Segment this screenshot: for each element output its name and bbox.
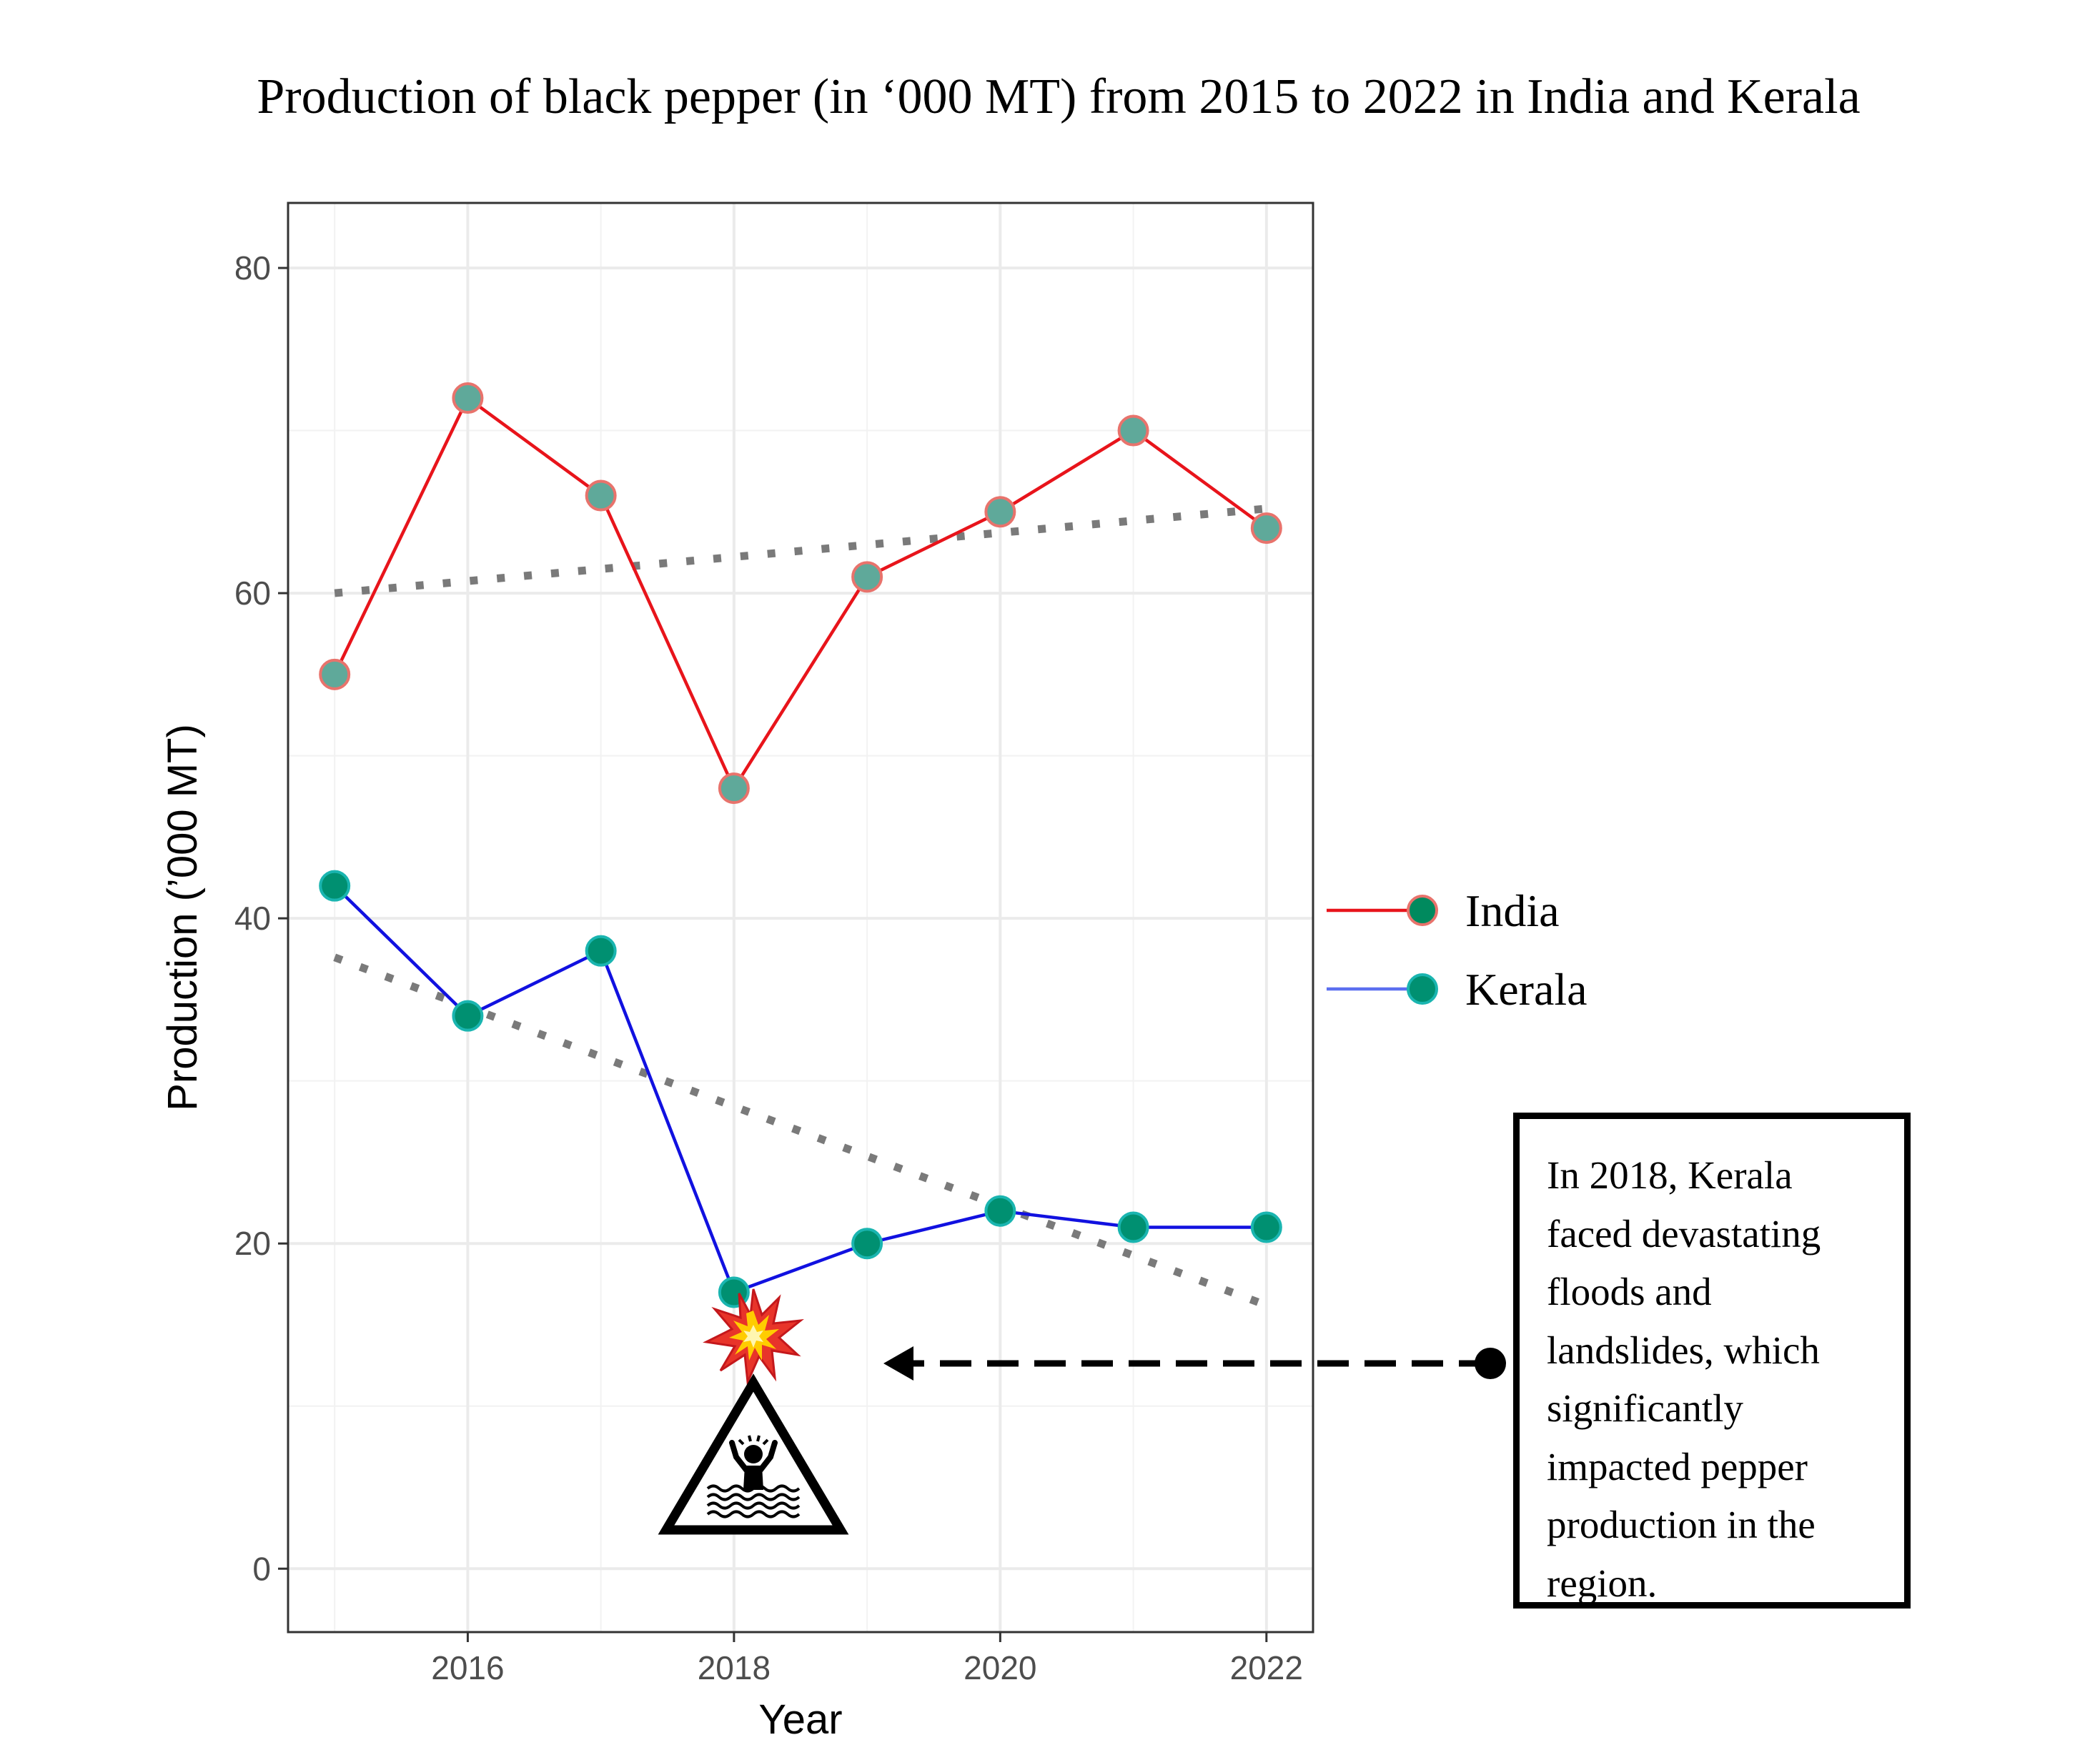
x-tick-label: 2020 bbox=[964, 1649, 1036, 1686]
data-point-india bbox=[585, 479, 617, 512]
flood-warning-icon bbox=[658, 1373, 849, 1535]
data-point-india bbox=[984, 496, 1016, 528]
annotation-line: region. bbox=[1547, 1561, 1658, 1605]
annotation-line: production in the bbox=[1547, 1503, 1816, 1546]
legend: India Kerala bbox=[1327, 885, 1588, 1015]
x-tick-label: 2022 bbox=[1230, 1649, 1303, 1686]
x-tick-label: 2018 bbox=[698, 1649, 771, 1686]
data-point-india bbox=[718, 772, 750, 805]
y-tick-label: 80 bbox=[234, 249, 271, 287]
data-point-kerala bbox=[1117, 1211, 1149, 1243]
annotation-line: In 2018, Kerala bbox=[1547, 1153, 1793, 1197]
y-tick-label: 40 bbox=[234, 900, 271, 937]
annotation-line: floods and bbox=[1547, 1270, 1712, 1313]
data-point-india bbox=[851, 561, 883, 593]
series-lines bbox=[333, 396, 1268, 1294]
legend-label: India bbox=[1465, 885, 1560, 936]
legend-key-point bbox=[1407, 895, 1438, 926]
explosion-icon bbox=[703, 1288, 804, 1386]
data-point-kerala bbox=[319, 870, 351, 902]
y-tick-label: 60 bbox=[234, 575, 271, 612]
y-axis: 0 20 40 60 80 bbox=[234, 249, 288, 1587]
annotation-box: In 2018, Kerala faced devastating floods a… bbox=[1513, 1113, 1911, 1609]
annotation-line: faced devastating bbox=[1547, 1211, 1821, 1256]
y-axis-title: Production (’000 MT) bbox=[159, 724, 206, 1111]
legend-label: Kerala bbox=[1465, 964, 1588, 1015]
chart-title: Production of black pepper (in ‘000 MT) … bbox=[257, 69, 1860, 124]
trend-lines bbox=[333, 504, 1268, 1309]
data-point-kerala bbox=[1250, 1211, 1282, 1243]
data-point-india bbox=[452, 382, 484, 414]
annotation-arrow bbox=[883, 1346, 1506, 1381]
data-point-india bbox=[319, 658, 351, 690]
series-line-kerala bbox=[333, 885, 1267, 1294]
y-tick-label: 20 bbox=[234, 1225, 271, 1262]
data-point-india bbox=[1250, 512, 1282, 545]
x-tick-label: 2016 bbox=[431, 1649, 504, 1686]
y-tick-label: 0 bbox=[252, 1550, 271, 1587]
annotation-line: significantly bbox=[1547, 1386, 1743, 1430]
annotation-line: landslides, which bbox=[1547, 1328, 1820, 1372]
trend-line-kerala bbox=[333, 953, 1268, 1309]
grid-major bbox=[288, 203, 1313, 1632]
series-line-india bbox=[333, 396, 1268, 790]
x-axis: 2016 2018 2020 2022 bbox=[431, 1632, 1303, 1686]
data-point-kerala bbox=[452, 1000, 484, 1032]
data-point-kerala bbox=[984, 1195, 1016, 1227]
x-axis-title: Year bbox=[758, 1696, 842, 1743]
legend-key-point bbox=[1407, 973, 1438, 1005]
annotation-line: impacted pepper bbox=[1547, 1444, 1808, 1488]
trend-line-india bbox=[334, 504, 1267, 597]
data-point-kerala bbox=[585, 935, 617, 967]
data-point-kerala bbox=[851, 1228, 883, 1260]
data-point-india bbox=[1117, 414, 1149, 447]
